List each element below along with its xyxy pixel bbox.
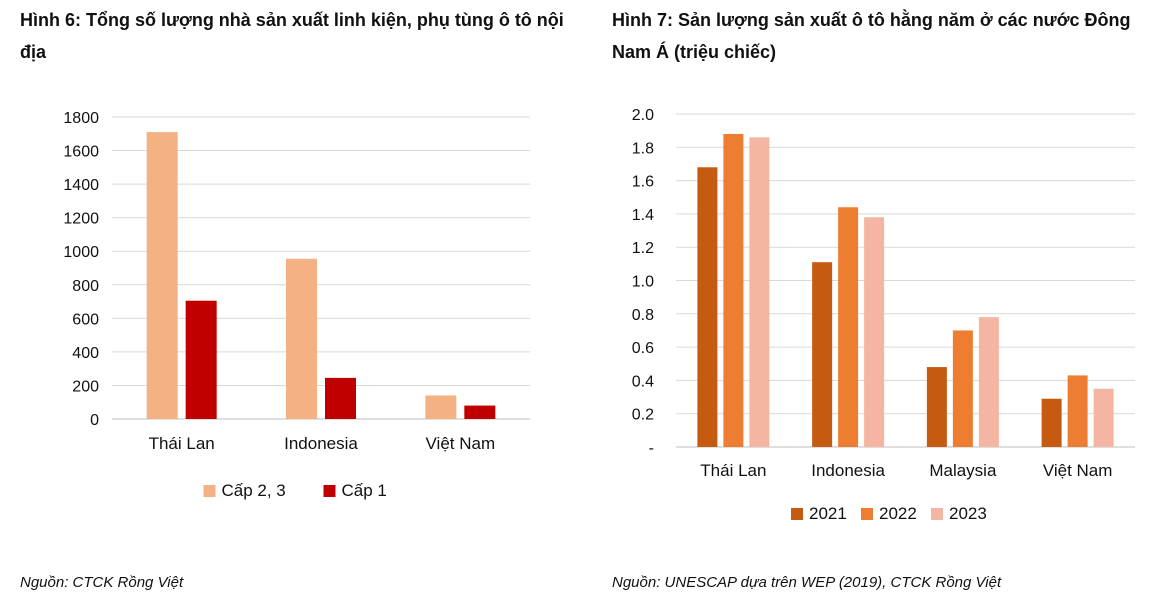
legend-label: 2023 [949,504,987,523]
legend-label: 2022 [879,504,917,523]
bar-1-0-0 [697,167,718,447]
bar-1-0-1 [723,133,744,448]
bar-1-3-2 [1093,388,1114,447]
x-category-label: Thái Lan [700,461,766,480]
figure-6-title: Hình 6: Tổng số lượng nhà sản xuất linh … [20,10,564,62]
bar-1-2-0 [926,367,947,447]
x-category-label: Indonesia [284,434,358,453]
bar-1-2-2 [978,317,999,447]
legend-swatch [931,508,943,520]
bar-1-1-2 [864,217,885,447]
bar-1-1-1 [838,207,859,447]
legend-label: Cấp 1 [342,481,387,500]
y-tick-label: 0.4 [632,373,654,390]
bar-0-2-0 [425,395,457,419]
y-tick-label: 800 [72,278,99,295]
y-tick-label: 400 [72,345,99,362]
y-tick-label: 1000 [63,244,99,261]
y-tick-label: 1800 [63,110,99,127]
y-tick-label: 1600 [63,144,99,161]
y-tick-label: 1200 [63,211,99,228]
x-category-label: Malaysia [929,461,997,480]
bar-0-1-0 [286,258,317,419]
y-tick-label: 1.6 [632,174,654,191]
bar-0-0-0 [146,132,178,419]
y-tick-label: 1.8 [632,140,654,157]
y-tick-label: 0.8 [632,307,654,324]
bar-1-0-2 [749,137,770,447]
y-tick-label: 1400 [63,177,99,194]
figure-7-source: Nguồn: UNESCAP dựa trên WEP (2019), CTCK… [612,574,1002,591]
bar-0-2-1 [464,405,496,419]
x-category-label: Việt Nam [426,434,496,453]
y-tick-label: 0 [90,412,99,429]
x-category-label: Indonesia [811,461,885,480]
y-tick-label: 600 [72,311,99,328]
y-tick-label: 0.2 [632,407,654,424]
y-tick-label: - [649,440,654,457]
legend-swatch [323,485,336,497]
bar-0-1-1 [325,377,356,419]
legend-swatch [791,508,803,520]
legend-label: Cấp 2, 3 [222,481,286,500]
y-tick-label: 200 [72,378,99,395]
legend-swatch [861,508,873,520]
y-tick-label: 1.2 [632,240,654,257]
bar-1-3-1 [1067,375,1088,447]
bar-0-0-1 [185,300,217,419]
bar-1-2-1 [952,330,973,447]
y-tick-label: 0.6 [632,340,654,357]
x-category-label: Việt Nam [1043,461,1113,480]
legend-swatch [203,485,216,497]
legend-label: 2021 [809,504,847,523]
x-category-label: Thái Lan [149,434,215,453]
y-tick-label: 1.0 [632,274,654,291]
bar-1-1-0 [812,262,833,447]
bar-1-3-0 [1041,398,1062,447]
figure-6-source: Nguồn: CTCK Rồng Việt [20,574,184,591]
y-tick-label: 1.4 [632,207,654,224]
figure-7-title: Hình 7: Sản lượng sản xuất ô tô hằng năm… [612,10,1131,62]
y-tick-label: 2.0 [632,107,654,124]
